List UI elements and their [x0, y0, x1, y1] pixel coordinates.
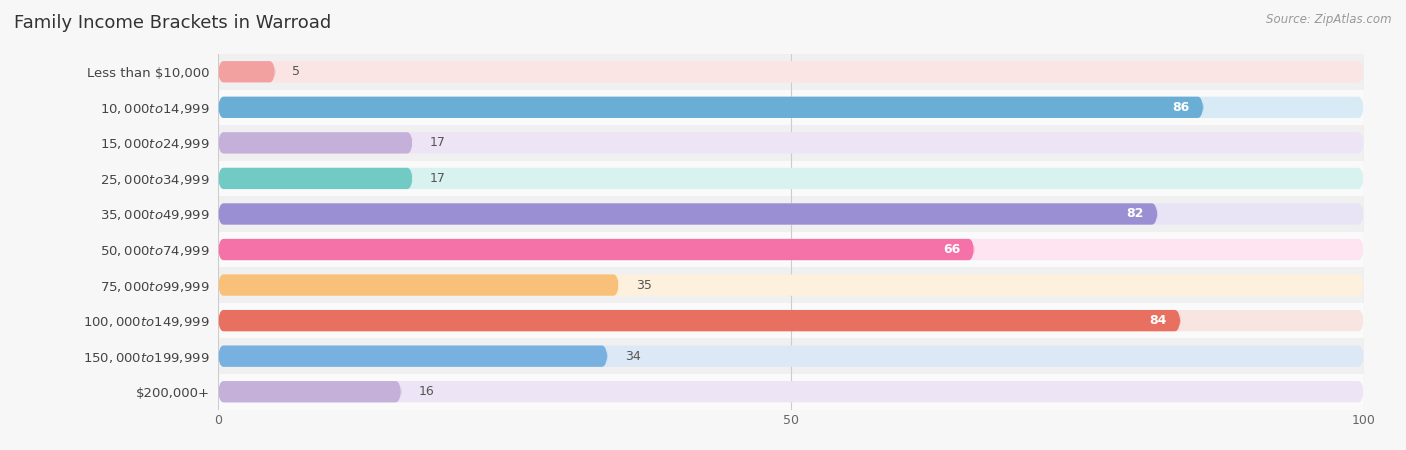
FancyBboxPatch shape: [218, 346, 607, 367]
FancyBboxPatch shape: [218, 346, 1364, 367]
FancyBboxPatch shape: [218, 381, 401, 402]
Bar: [218, 161, 1364, 196]
FancyBboxPatch shape: [218, 310, 1364, 331]
Bar: [218, 232, 1364, 267]
FancyBboxPatch shape: [218, 132, 1364, 153]
Bar: [218, 338, 1364, 374]
FancyBboxPatch shape: [218, 310, 1181, 331]
FancyBboxPatch shape: [218, 132, 413, 153]
FancyBboxPatch shape: [218, 239, 974, 260]
Text: 17: 17: [430, 136, 446, 149]
Text: 35: 35: [636, 279, 652, 292]
FancyBboxPatch shape: [218, 168, 1364, 189]
FancyBboxPatch shape: [218, 203, 1157, 225]
Bar: [218, 125, 1364, 161]
FancyBboxPatch shape: [218, 203, 1364, 225]
Text: Source: ZipAtlas.com: Source: ZipAtlas.com: [1267, 14, 1392, 27]
Text: 16: 16: [419, 385, 434, 398]
Text: 5: 5: [292, 65, 301, 78]
FancyBboxPatch shape: [218, 61, 1364, 82]
Text: 86: 86: [1173, 101, 1189, 114]
Bar: [218, 267, 1364, 303]
FancyBboxPatch shape: [218, 97, 1364, 118]
FancyBboxPatch shape: [218, 168, 413, 189]
FancyBboxPatch shape: [218, 274, 619, 296]
Text: Family Income Brackets in Warroad: Family Income Brackets in Warroad: [14, 14, 332, 32]
Bar: [218, 374, 1364, 410]
FancyBboxPatch shape: [218, 61, 276, 82]
Bar: [218, 196, 1364, 232]
FancyBboxPatch shape: [218, 239, 1364, 260]
Text: 34: 34: [624, 350, 641, 363]
Text: 66: 66: [943, 243, 960, 256]
FancyBboxPatch shape: [218, 97, 1204, 118]
FancyBboxPatch shape: [218, 381, 1364, 402]
Bar: [218, 90, 1364, 125]
Bar: [218, 303, 1364, 338]
Text: 82: 82: [1126, 207, 1144, 220]
FancyBboxPatch shape: [218, 274, 1364, 296]
Bar: [218, 54, 1364, 90]
Text: 17: 17: [430, 172, 446, 185]
Text: 84: 84: [1149, 314, 1167, 327]
